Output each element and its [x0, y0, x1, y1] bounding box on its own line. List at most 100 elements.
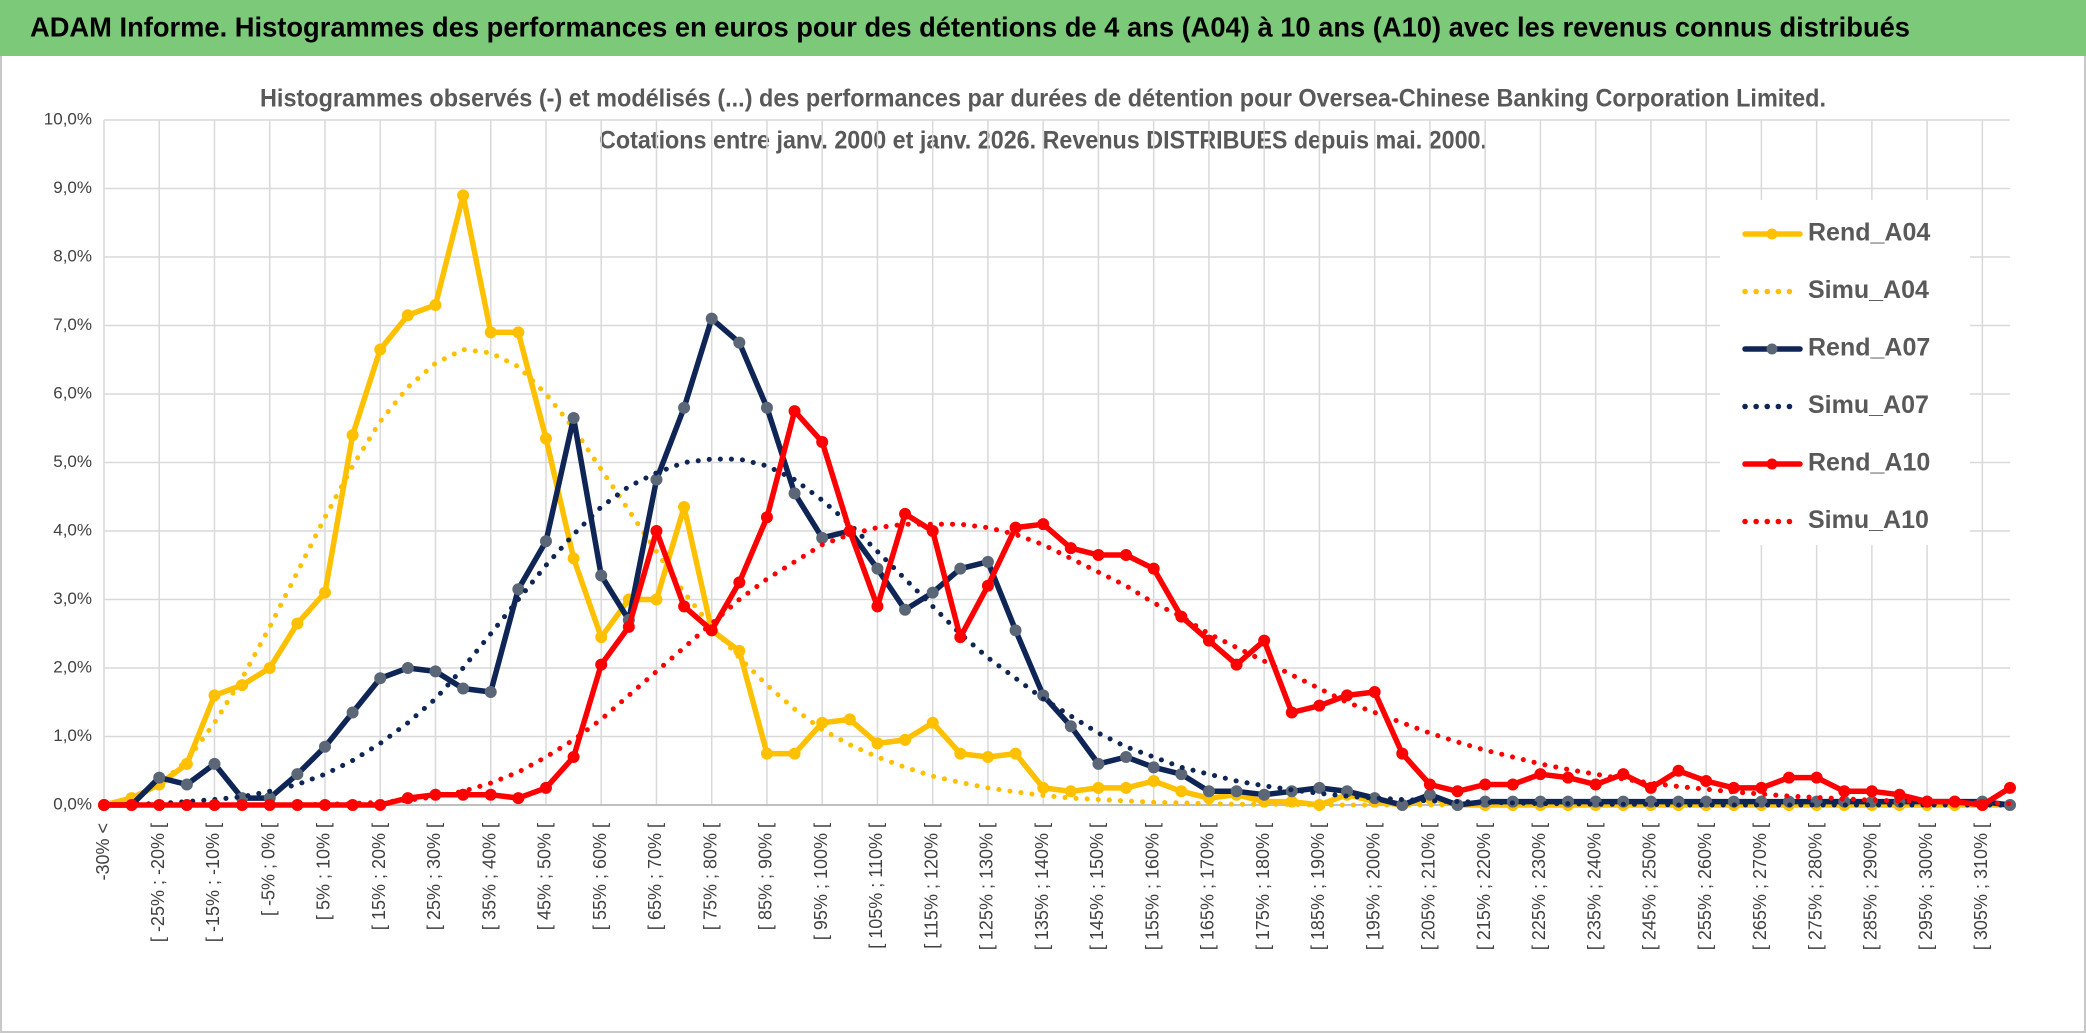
point [1755, 781, 1768, 794]
x-tick-label: [ -5% ; 0% [ [258, 823, 278, 916]
point [346, 429, 359, 442]
point [760, 511, 773, 524]
point [1009, 521, 1022, 534]
legend-label: Simu_A10 [1808, 506, 1929, 534]
plot-area [98, 189, 2016, 811]
point [1120, 781, 1133, 794]
x-tick-label: [ 215% ; 220% [ [1474, 823, 1494, 950]
x-tick-label: [ 135% ; 140% [ [1032, 823, 1052, 950]
point [954, 631, 967, 644]
x-tick-label: [ 35% ; 40% [ [479, 823, 499, 930]
point [1092, 548, 1105, 561]
point [1644, 795, 1657, 808]
point [1451, 785, 1464, 798]
point [512, 326, 525, 339]
point [1037, 781, 1050, 794]
point [484, 788, 497, 801]
point [318, 740, 331, 753]
x-tick-label: [ 55% ; 60% [ [590, 823, 610, 930]
x-tick-label: [ 285% ; 290% [ [1861, 823, 1881, 950]
x-tick-label: [ 165% ; 170% [ [1198, 823, 1218, 950]
point [1092, 757, 1105, 770]
x-tick-label: [ 155% ; 160% [ [1142, 823, 1162, 950]
point [1589, 795, 1602, 808]
point [1368, 685, 1381, 698]
x-tick-label: [ 195% ; 200% [ [1363, 823, 1383, 950]
point [1479, 778, 1492, 791]
x-tick-label: [ 255% ; 260% [ [1695, 823, 1715, 950]
point [926, 586, 939, 599]
point [484, 685, 497, 698]
point [1064, 720, 1077, 733]
y-tick-label: 7,0% [53, 315, 92, 334]
point [374, 672, 387, 685]
point [926, 525, 939, 537]
point [153, 771, 166, 784]
point [705, 312, 718, 325]
point [981, 555, 994, 568]
legend-label: Rend_A04 [1808, 219, 1930, 247]
legend-marker [1766, 343, 1778, 355]
title-banner [0, 0, 2086, 56]
point [926, 716, 939, 729]
point [788, 487, 801, 500]
point [733, 576, 746, 589]
point [1092, 781, 1105, 794]
x-tick-label: [ 185% ; 190% [ [1308, 823, 1328, 950]
legend-label: Rend_A10 [1808, 449, 1930, 477]
point [678, 600, 691, 613]
point [1230, 785, 1243, 798]
point [705, 624, 718, 637]
legend-marker [1766, 228, 1778, 240]
series-line [101, 456, 2013, 808]
point [899, 507, 912, 520]
x-tick-label: [ 15% ; 20% [ [369, 823, 389, 930]
y-tick-label: 4,0% [53, 520, 92, 539]
series-line [101, 408, 2013, 808]
point [1423, 778, 1436, 791]
point [1147, 562, 1160, 575]
point [1064, 785, 1077, 798]
point [457, 682, 470, 695]
point [1534, 768, 1547, 781]
point [899, 603, 912, 616]
x-tick-label: [ 45% ; 50% [ [535, 823, 555, 930]
point [1865, 785, 1878, 798]
point [871, 737, 884, 750]
legend-marker [1766, 458, 1778, 470]
point [429, 298, 442, 311]
y-tick-label: 2,0% [53, 657, 92, 676]
chart-title: ADAM Informe. Histogrammes des performan… [30, 11, 1910, 42]
point [567, 552, 580, 565]
y-tick-label: 10,0% [44, 109, 92, 128]
point [678, 401, 691, 414]
point [539, 535, 552, 548]
point [1285, 706, 1298, 719]
point [1202, 634, 1215, 647]
point [1810, 771, 1823, 784]
point [512, 583, 525, 596]
x-tick-label: [ 5% ; 10% [ [314, 823, 334, 920]
y-tick-label: 3,0% [53, 589, 92, 608]
x-tick-label: [ 85% ; 90% [ [756, 823, 776, 930]
point [1589, 778, 1602, 791]
point [457, 189, 470, 202]
point [1313, 781, 1326, 794]
legend-box [1720, 200, 1970, 545]
x-tick-label: [ 75% ; 80% [ [700, 823, 720, 930]
point [981, 579, 994, 592]
y-tick-label: 6,0% [53, 383, 92, 402]
point [1120, 548, 1133, 561]
x-tick-label: [ 175% ; 180% [ [1253, 823, 1273, 950]
grid: 0,0% 1,0% 2,0% 3,0% 4,0% 5,0% 6,0% 7,0% 8,0% 9,0%… [44, 109, 2010, 950]
point [1396, 747, 1409, 760]
point [622, 620, 635, 633]
point [1009, 747, 1022, 760]
point [401, 662, 414, 674]
x-tick-label: -30% < [93, 823, 113, 881]
point [760, 401, 773, 414]
point [1838, 785, 1851, 798]
x-tick-label: [ 125% ; 130% [ [977, 823, 997, 950]
point [650, 593, 663, 606]
point [1120, 751, 1133, 764]
